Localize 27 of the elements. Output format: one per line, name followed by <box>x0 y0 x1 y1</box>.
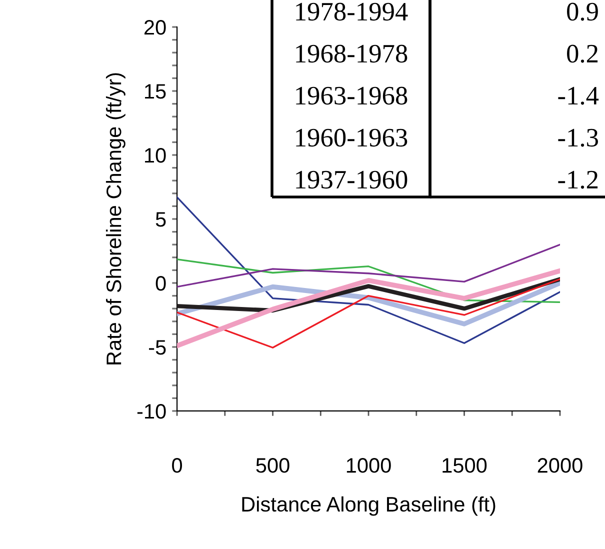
x-tick-label: 500 <box>256 458 290 473</box>
y-tick-label: -10 <box>137 404 166 419</box>
annotation: 1963-1968 <box>296 86 408 105</box>
x-tick-label: 1500 <box>442 458 487 473</box>
annotation: -1.3 <box>558 128 598 147</box>
annotation: 1960-1963 <box>296 128 408 147</box>
y-tick-label: 0 <box>156 276 166 291</box>
y-tick-label: -5 <box>149 340 166 355</box>
y-tick-label: 15 <box>145 84 166 99</box>
y-tick-label: 10 <box>145 148 166 163</box>
y-tick-label: 20 <box>144 20 166 35</box>
line-series <box>177 196 560 344</box>
annotation: -1.2 <box>558 170 598 189</box>
text: 0.2 <box>567 44 598 63</box>
annotation: 1968-1978 <box>296 44 408 63</box>
x-tick-label: 2000 <box>538 458 582 473</box>
annotation: 1937-1960 <box>296 170 408 189</box>
text: 0.9 <box>567 2 598 21</box>
line-series <box>177 244 560 288</box>
annotation: -1.4 <box>558 86 599 105</box>
y-axis-title: Rate of Shoreline Change (ft/yr) <box>106 73 126 364</box>
text: 1978-1994 <box>296 2 408 21</box>
x-tick-label: 1000 <box>346 458 391 473</box>
x-tick-label: 0 <box>172 458 182 473</box>
y-tick-label: 5 <box>156 212 166 227</box>
x-axis-title: Distance Along Baseline (ft) <box>242 496 496 516</box>
line-series <box>177 258 560 304</box>
